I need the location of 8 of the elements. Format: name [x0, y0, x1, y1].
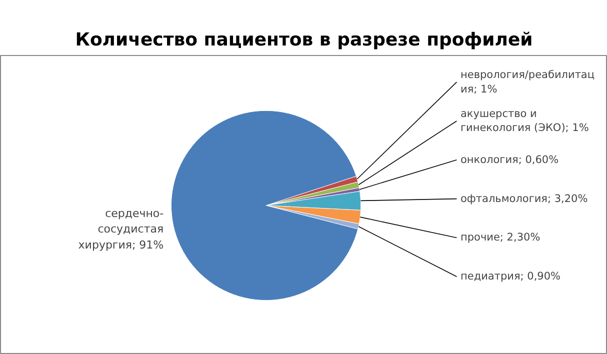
slice-label: офтальмология; 3,20%: [460, 192, 588, 205]
slice-label: сердечно-сосудистая хирургия; 91%: [78, 207, 164, 252]
slice-label: онкология; 0,60%: [460, 154, 559, 166]
slice-label: неврология/реабилитация; 1%: [460, 68, 595, 96]
chart-title: Количество пациентов в разрезе профилей: [75, 30, 533, 50]
slice-label: педиатрия; 0,90%: [460, 270, 561, 283]
slice-label: акушерство и гинекология (ЭКО); 1%: [460, 108, 589, 134]
slice-label: прочие; 2,30%: [460, 232, 540, 244]
